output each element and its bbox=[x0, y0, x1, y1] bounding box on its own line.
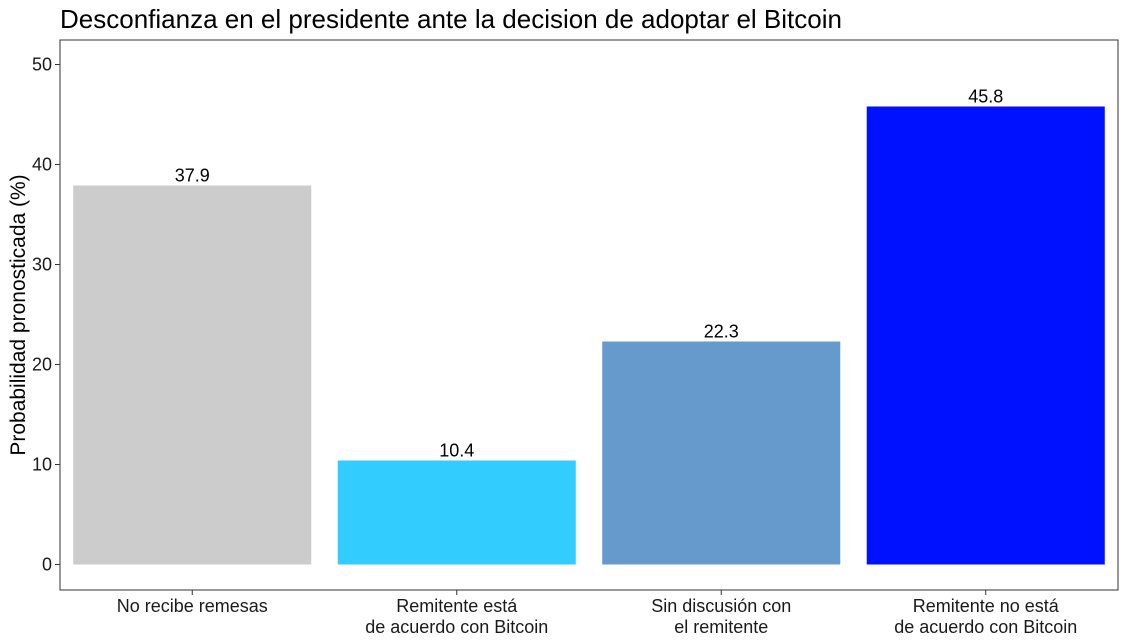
bar bbox=[337, 460, 576, 565]
x-tick-label: el remitente bbox=[674, 617, 768, 637]
y-tick-label: 30 bbox=[32, 255, 52, 275]
data-label: 10.4 bbox=[439, 441, 474, 461]
bar bbox=[866, 106, 1105, 565]
x-tick-label: de acuerdo con Bitcoin bbox=[365, 617, 548, 637]
y-axis-label: Probabilidad pronosticada (%) bbox=[7, 174, 30, 455]
y-tick-label: 20 bbox=[32, 355, 52, 375]
data-label: 37.9 bbox=[175, 166, 210, 186]
y-tick-label: 10 bbox=[32, 455, 52, 475]
x-tick-label: Remitente no está bbox=[913, 596, 1060, 616]
data-label: 22.3 bbox=[704, 322, 739, 342]
y-tick-label: 50 bbox=[32, 55, 52, 75]
bar bbox=[602, 341, 841, 565]
bar bbox=[73, 185, 312, 565]
x-tick-label: de acuerdo con Bitcoin bbox=[894, 617, 1077, 637]
x-tick-label: Sin discusión con bbox=[651, 596, 791, 616]
plot-panel bbox=[59, 39, 1119, 591]
y-tick-label: 0 bbox=[42, 555, 52, 575]
bars bbox=[73, 106, 1105, 565]
data-labels: 37.9 10.4 22.3 45.8 bbox=[175, 87, 1004, 461]
data-label: 45.8 bbox=[968, 87, 1003, 107]
x-tick-label: Remitente está bbox=[396, 596, 518, 616]
y-tick-label: 40 bbox=[32, 155, 52, 175]
x-tick-label: No recibe remesas bbox=[117, 596, 268, 616]
y-axis: 0 10 20 30 40 50 bbox=[32, 55, 60, 575]
chart-title: Desconfianza en el presidente ante la de… bbox=[60, 4, 842, 34]
